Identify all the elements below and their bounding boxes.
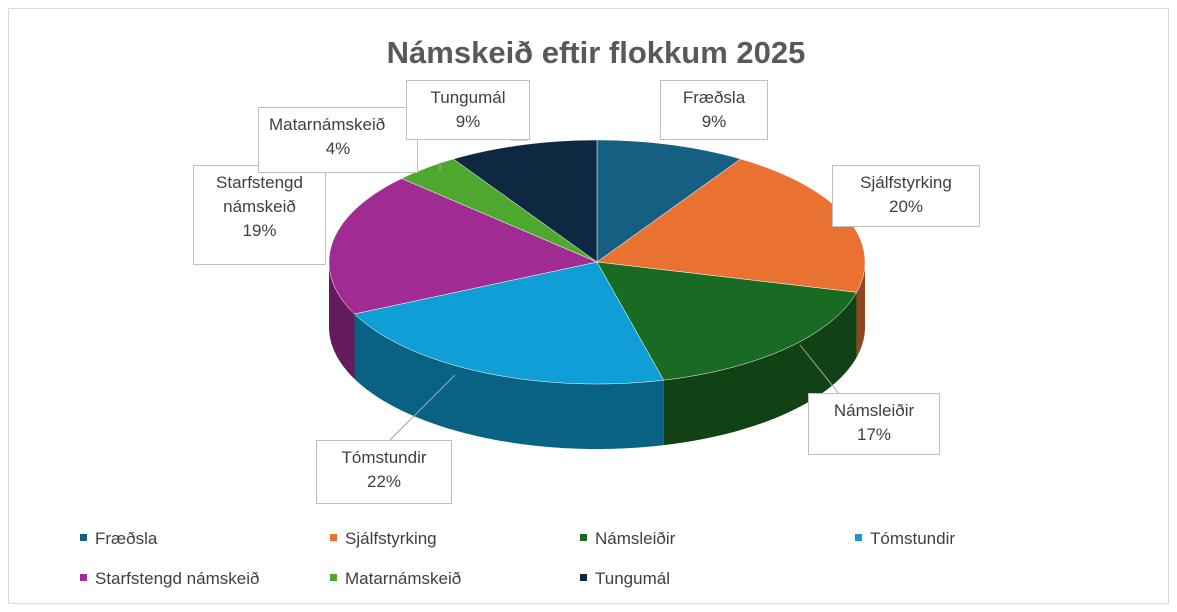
legend-entry: Tungumál xyxy=(580,569,670,589)
legend-swatch xyxy=(330,534,337,542)
slice xyxy=(596,261,857,381)
legend-label: Námsleiðir xyxy=(595,529,676,548)
legend-label: Sjálfstyrking xyxy=(345,529,437,548)
data-label-name: Tómstundir xyxy=(341,448,427,467)
slice xyxy=(401,158,598,263)
leader-line xyxy=(389,374,456,441)
data-label: Námsleiðir 17% xyxy=(808,393,940,455)
legend-swatch xyxy=(80,574,87,582)
data-label: Starfstengd námskeið 19% xyxy=(193,165,326,265)
legend-label: Matarnámskeið xyxy=(345,569,462,588)
data-label-value: 20% xyxy=(888,197,924,216)
leader-lines xyxy=(389,139,841,441)
legend-entry: Sjálfstyrking xyxy=(330,529,437,549)
slice xyxy=(452,139,598,263)
data-label-name: Starfstengd námskeið xyxy=(216,173,303,216)
legend-swatch xyxy=(855,534,862,542)
legend-swatch xyxy=(330,574,337,582)
legend-entry: Starfstengd námskeið xyxy=(80,569,259,589)
chart-title: Námskeið eftir flokkum 2025 xyxy=(387,35,806,70)
pie xyxy=(328,139,866,449)
data-label-name: Tungumál xyxy=(430,88,506,107)
slice-side xyxy=(663,292,857,446)
legend-entry: Matarnámskeið xyxy=(330,569,461,589)
legend-entry: Tómstundir xyxy=(855,529,955,549)
slice-side xyxy=(856,262,865,358)
legend-label: Starfstengd námskeið xyxy=(95,569,260,588)
data-label: Tungumál 9% xyxy=(406,80,530,140)
data-label: Tómstundir 22% xyxy=(316,440,452,504)
slice-side xyxy=(329,262,355,379)
data-label-name: Fræðsla xyxy=(682,88,746,107)
slice xyxy=(596,139,742,263)
data-label-value: 19% xyxy=(242,221,277,240)
slice-side xyxy=(354,313,664,449)
legend-swatch xyxy=(580,574,587,582)
slice xyxy=(328,178,598,315)
legend-label: Tómstundir xyxy=(870,529,956,548)
data-label-value: 9% xyxy=(455,112,481,131)
legend-entry: Námsleiðir xyxy=(580,529,675,549)
data-label-value: 4% xyxy=(325,139,351,158)
data-label-value: 17% xyxy=(856,425,892,444)
leader-line xyxy=(799,344,841,396)
legend-entry: Fræðsla xyxy=(80,529,157,549)
data-label-name: Námsleiðir xyxy=(833,401,915,420)
data-label-name: Sjálfstyrking xyxy=(860,173,952,192)
legend-label: Tungumál xyxy=(595,569,670,588)
data-label: Matarnámskeið 4% xyxy=(258,107,418,173)
data-label-name: Matarnámskeið xyxy=(269,115,386,134)
data-label-value: 9% xyxy=(701,112,727,131)
legend-swatch xyxy=(80,534,87,542)
data-label-value: 22% xyxy=(366,472,402,491)
data-label: Fræðsla 9% xyxy=(660,80,768,140)
slice xyxy=(353,261,665,385)
legend-label: Fræðsla xyxy=(95,529,158,548)
legend-swatch xyxy=(580,534,587,542)
data-label: Sjálfstyrking 20% xyxy=(832,165,980,227)
